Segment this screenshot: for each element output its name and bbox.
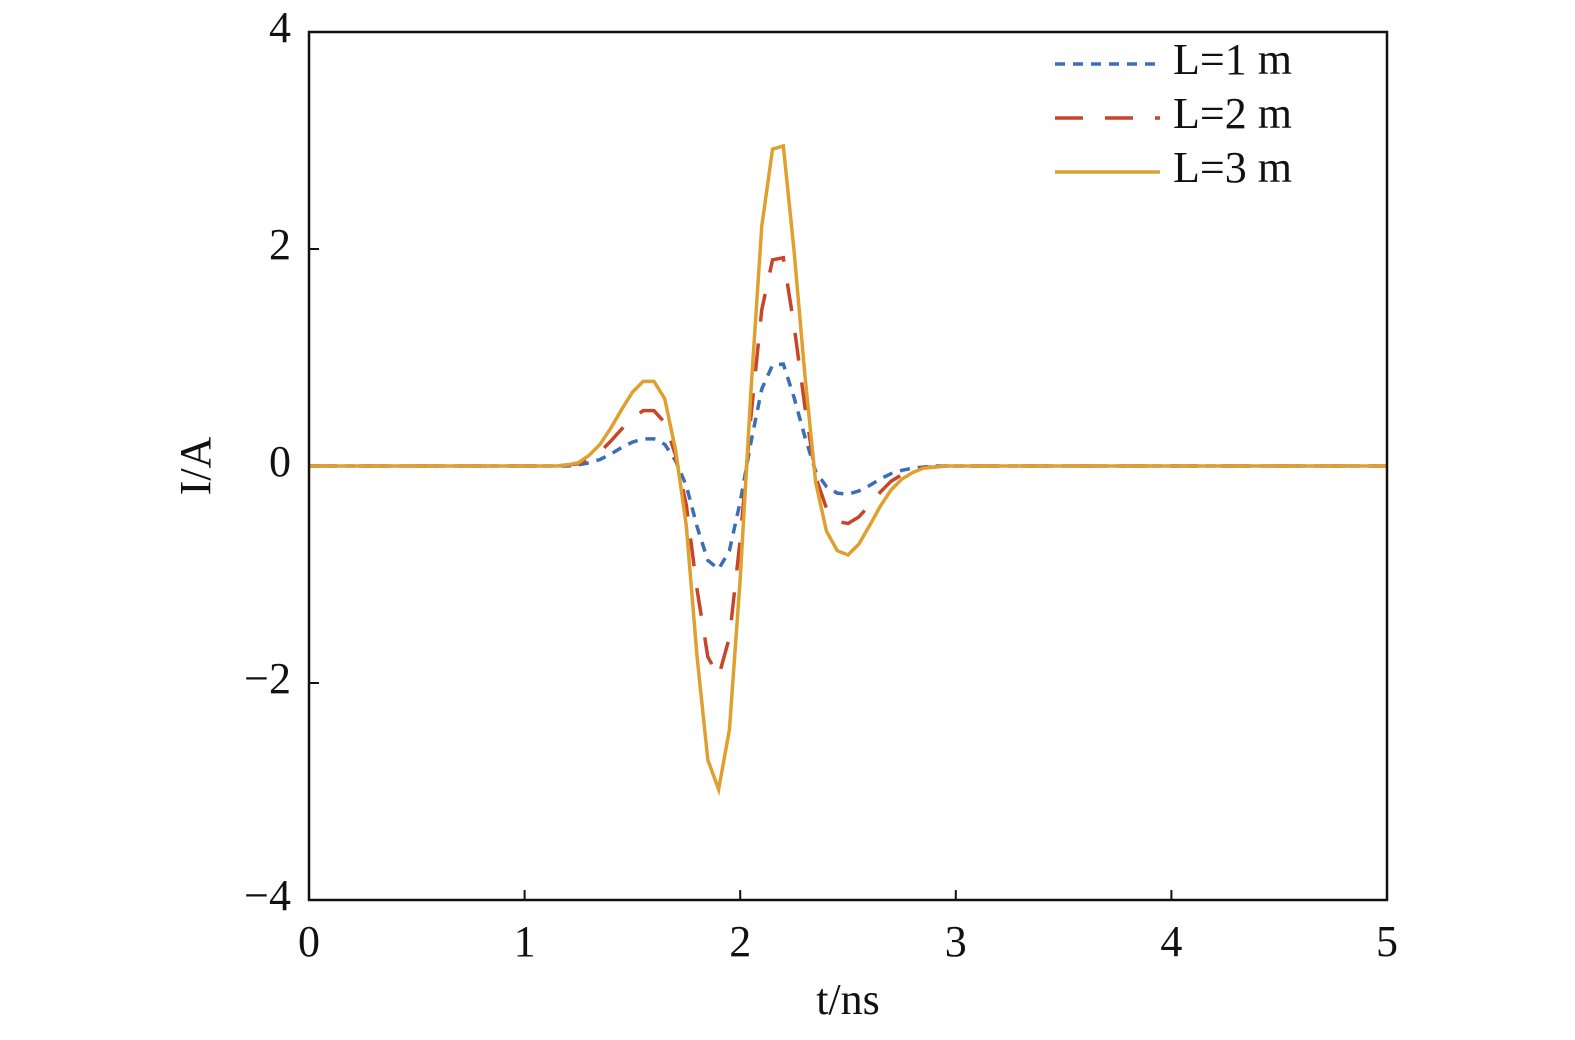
x-tick-label: 0	[298, 917, 320, 966]
x-tick-label: 3	[945, 917, 967, 966]
y-tick-label: 2	[269, 220, 291, 269]
series-line	[309, 362, 1387, 572]
x-tick-label: 4	[1160, 917, 1182, 966]
x-tick-label: 1	[514, 917, 536, 966]
x-tick-label: 2	[729, 917, 751, 966]
legend-label: L=1 m	[1173, 35, 1292, 84]
y-axis-label: I/A	[171, 436, 220, 495]
series-line	[309, 143, 1387, 796]
y-tick-label: −4	[244, 871, 291, 920]
x-tick-label: 5	[1376, 917, 1398, 966]
y-tick-label: 4	[269, 3, 291, 52]
x-axis-label: t/ns	[816, 975, 880, 1024]
legend-label: L=3 m	[1173, 143, 1292, 192]
plot-frame	[307, 30, 1389, 902]
y-tick-label: 0	[269, 437, 291, 486]
y-tick-label: −2	[244, 654, 291, 703]
legend-label: L=2 m	[1173, 89, 1292, 138]
